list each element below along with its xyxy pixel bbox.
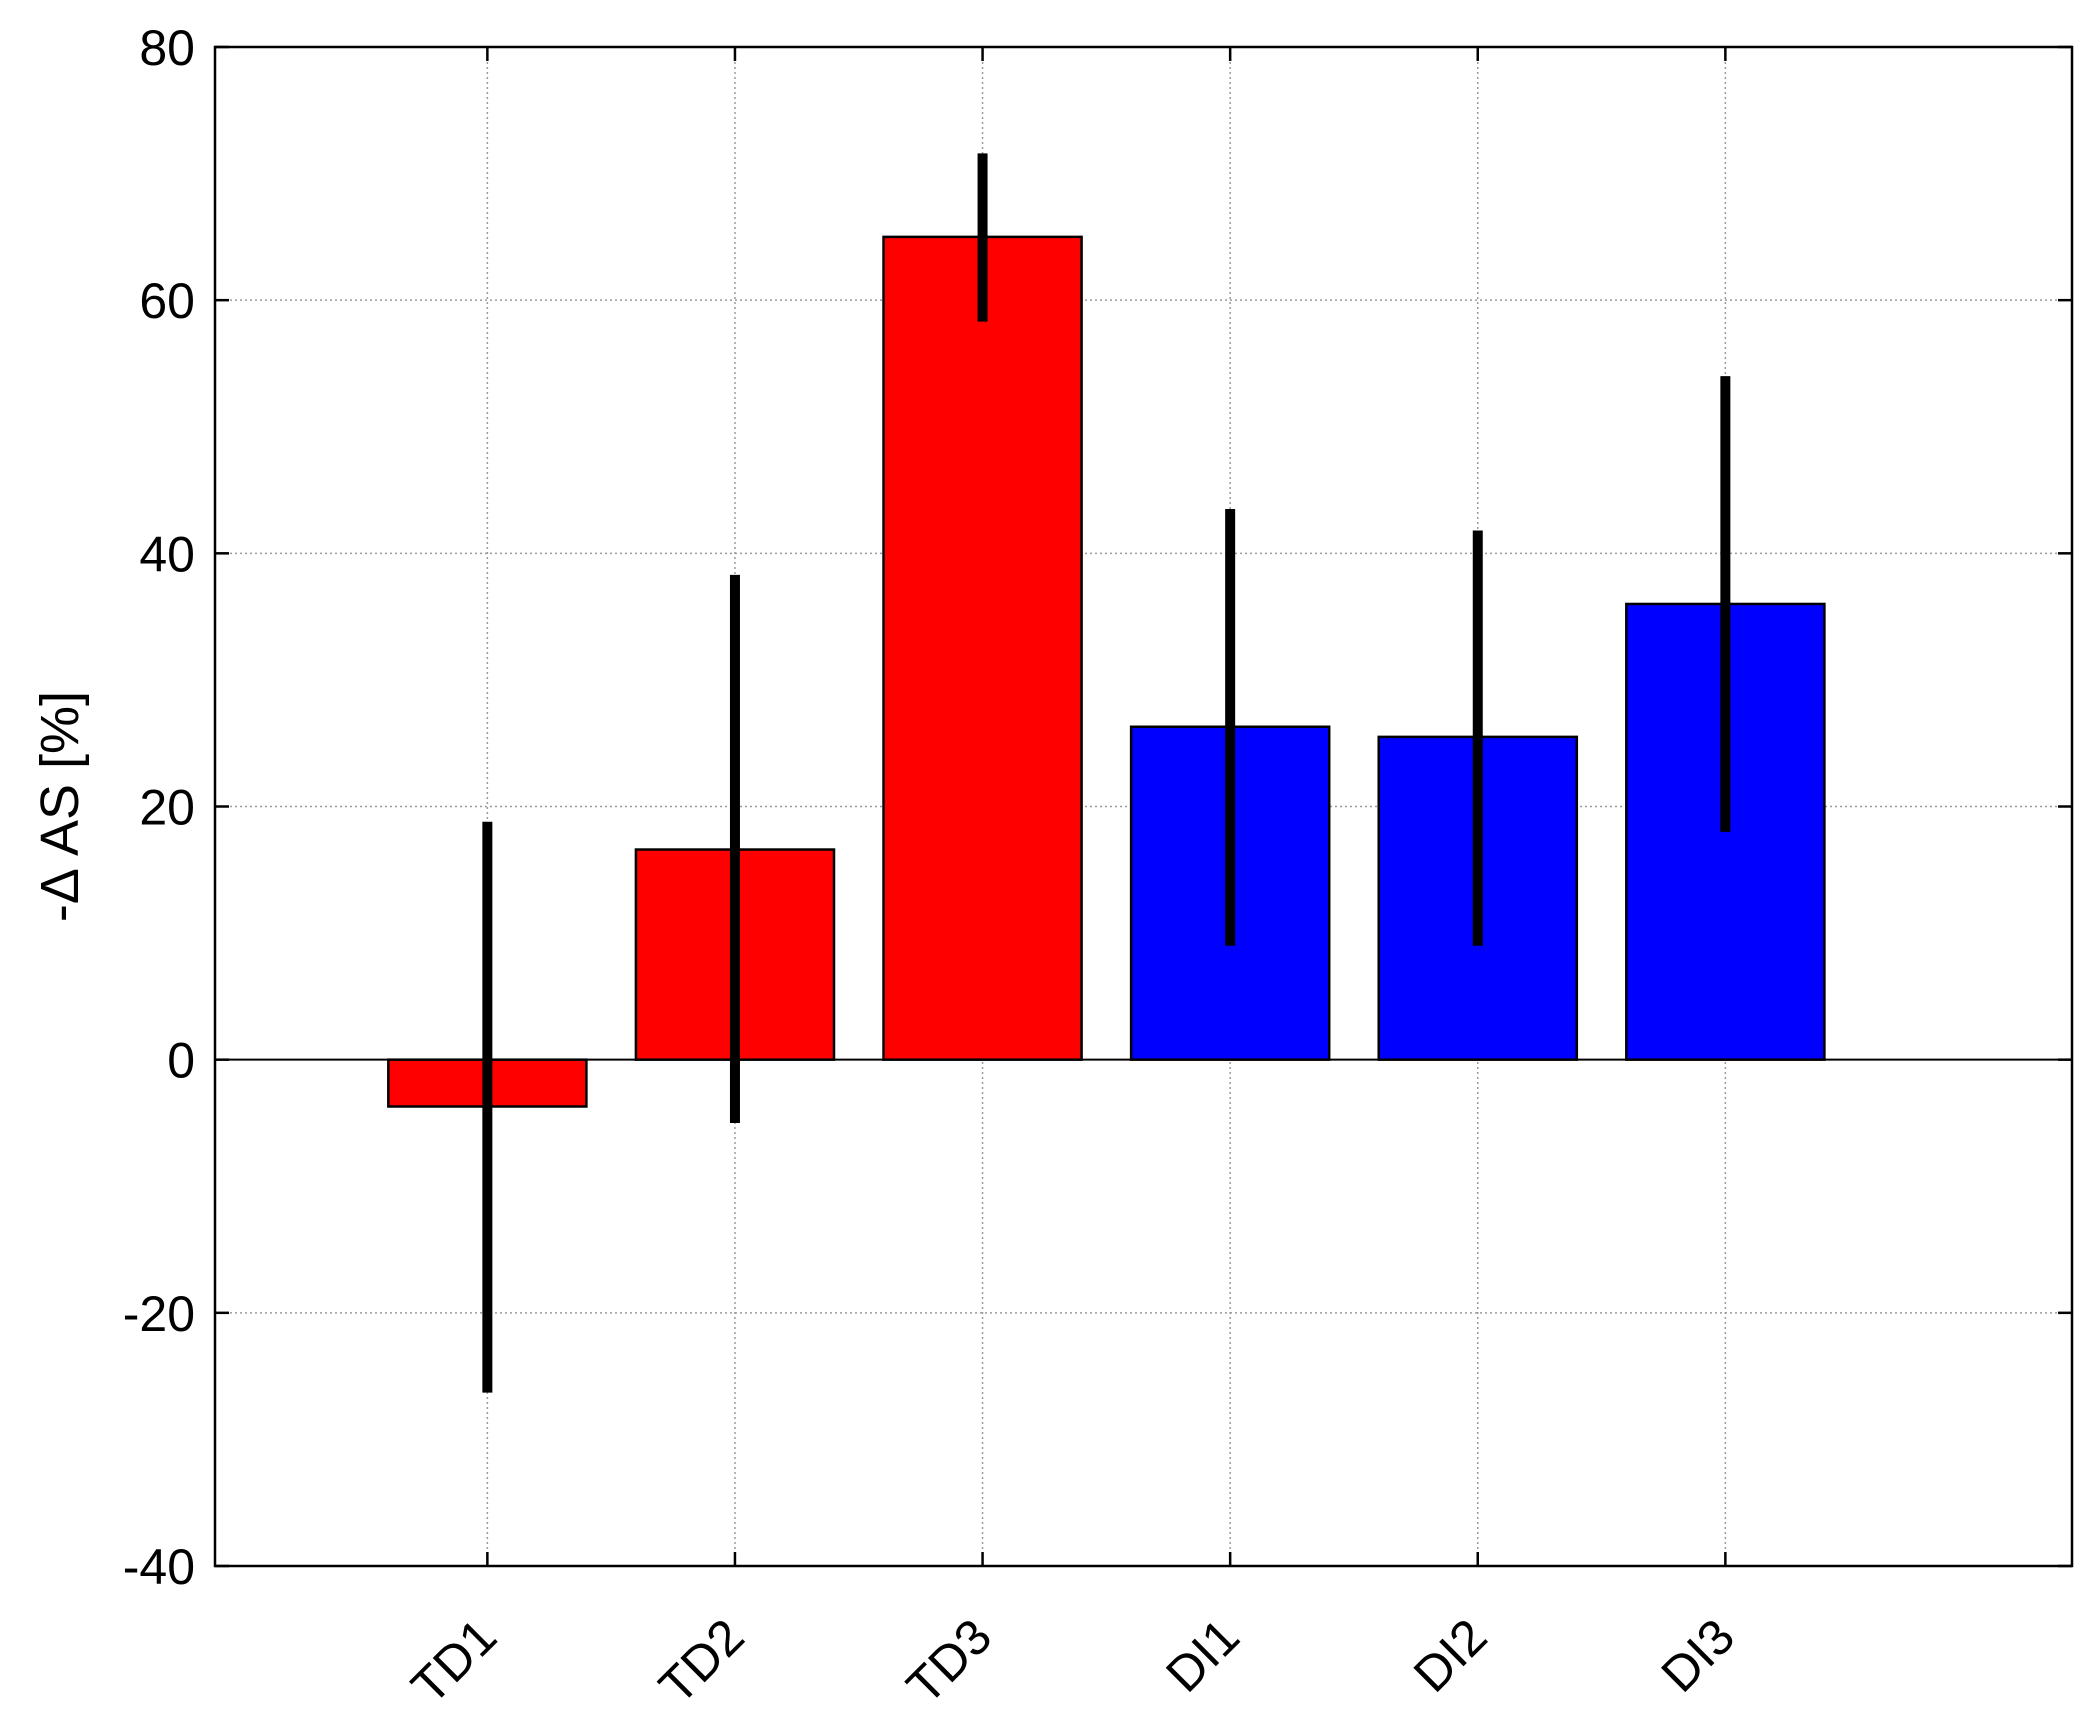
bar-td3 — [882, 235, 1083, 1061]
x-tick-label-td1: TD1 — [401, 1608, 507, 1714]
y-ticks: -40 -20 0 20 40 60 80 — [123, 20, 2072, 1595]
y-tick-label: 40 — [139, 526, 195, 582]
x-tick-label-di1: DI1 — [1155, 1608, 1250, 1703]
error-bars — [482, 153, 1731, 1393]
y-axis-label: -Δ AS [%] — [30, 691, 90, 922]
y-tick-label: -20 — [123, 1286, 195, 1342]
x-tick-label-di2: DI2 — [1403, 1608, 1498, 1703]
y-tick-label: 0 — [167, 1033, 195, 1089]
y-tick-label: 60 — [139, 273, 195, 329]
x-tick-label-di3: DI3 — [1651, 1608, 1746, 1703]
y-tick-label: 20 — [139, 780, 195, 836]
y-tick-label: -40 — [123, 1539, 195, 1595]
y-tick-label: 80 — [139, 20, 195, 76]
bars — [387, 235, 1826, 1108]
x-tick-label-td2: TD2 — [648, 1608, 754, 1714]
x-tick-label-td3: TD3 — [896, 1608, 1002, 1714]
